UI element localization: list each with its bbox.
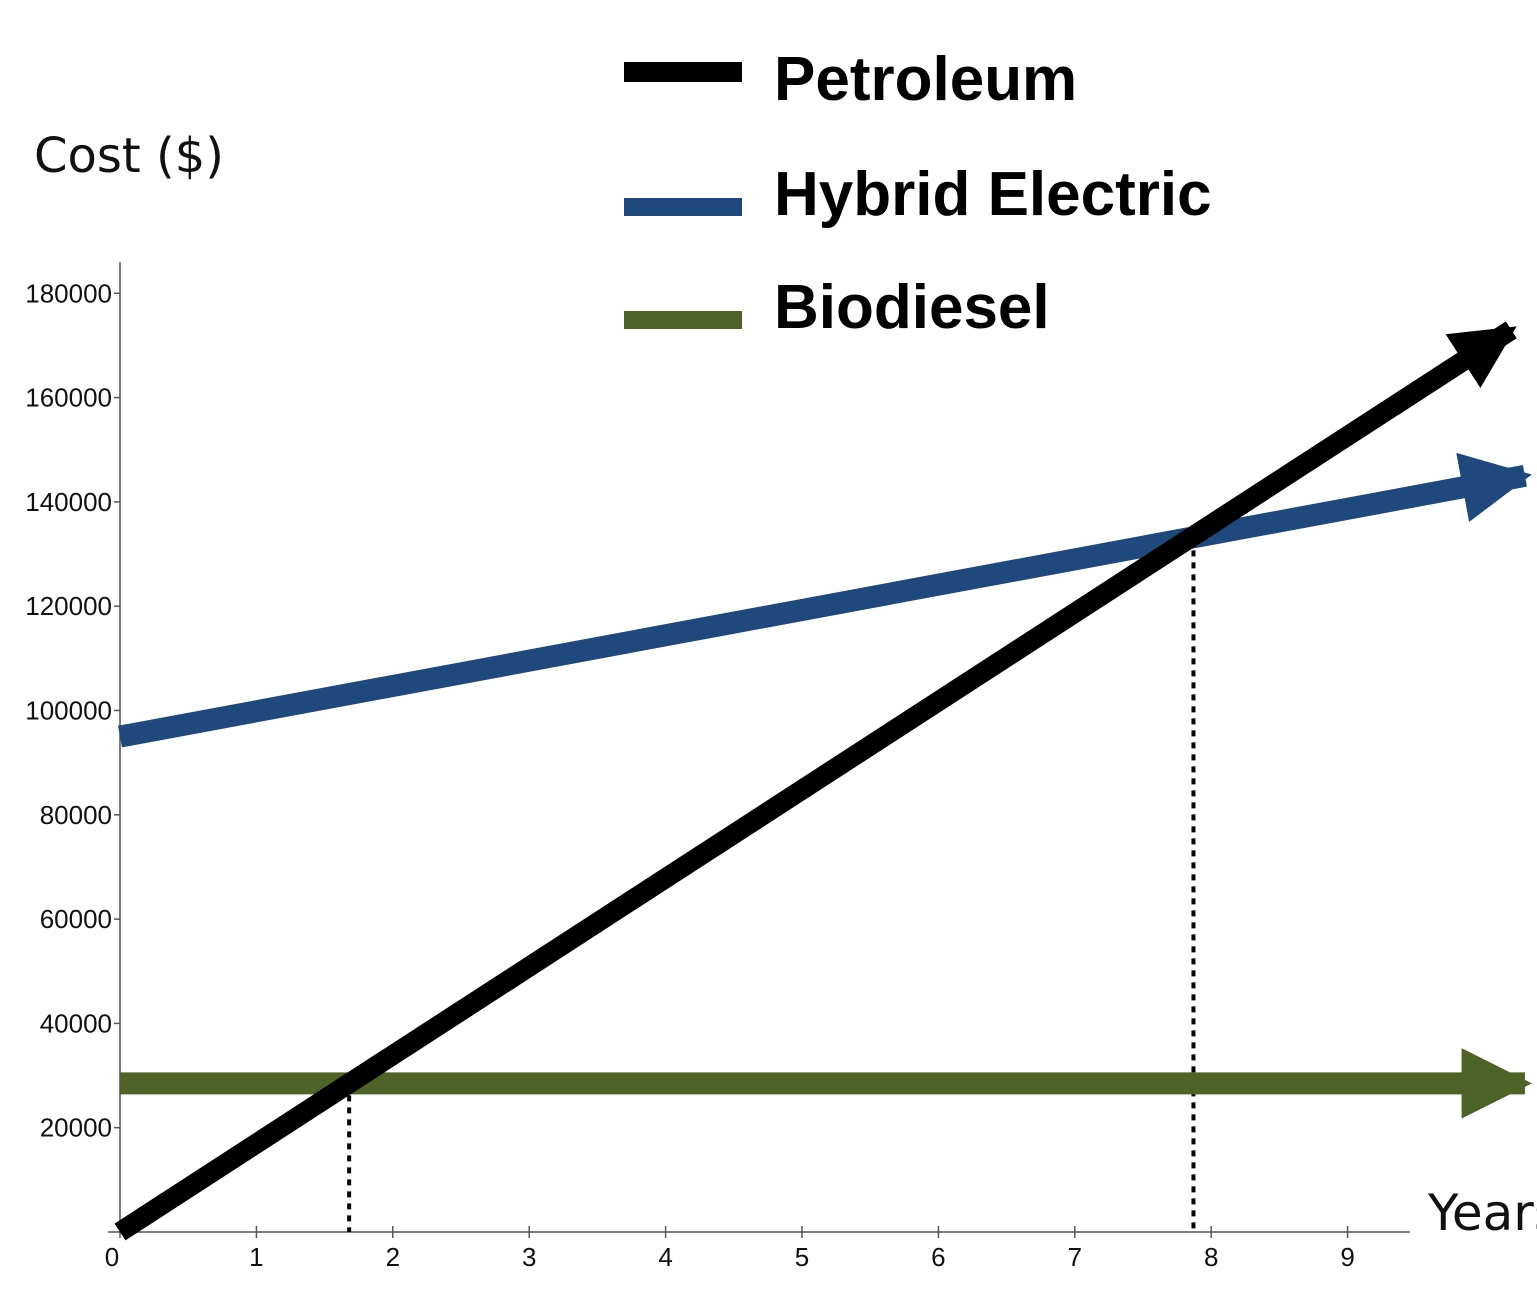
- x-tick-label: 5: [795, 1242, 809, 1272]
- y-tick-label: 40000: [40, 1008, 112, 1038]
- legend-label-petroleum: Petroleum: [774, 45, 1077, 114]
- y-axis-title: Cost ($): [34, 128, 224, 184]
- y-tick-label: 160000: [25, 383, 112, 413]
- y-tick-label: 180000: [25, 278, 112, 308]
- x-tick-label: 4: [658, 1242, 672, 1272]
- x-tick-label: 1: [249, 1242, 263, 1272]
- series-line-petroleum: [114, 321, 1517, 1241]
- series-line-hybrid-electric: [117, 452, 1532, 748]
- y-tick-label: 100000: [25, 696, 112, 726]
- legend-label-biodiesel: Biodiesel: [774, 273, 1050, 342]
- x-axis-title: Years: [1427, 1184, 1537, 1242]
- x-tick-label: 7: [1068, 1242, 1082, 1272]
- y-tick-label: 120000: [25, 591, 112, 621]
- y-tick-label: 80000: [40, 800, 112, 830]
- y-tick-label: 60000: [40, 904, 112, 934]
- x-tick-label: 8: [1204, 1242, 1218, 1272]
- legend-swatch-hybrid-electric: [624, 198, 742, 216]
- x-tick-label: 6: [931, 1242, 945, 1272]
- y-tick-label: 20000: [40, 1113, 112, 1143]
- x-tick-label: 2: [386, 1242, 400, 1272]
- legend-label-hybrid-electric: Hybrid Electric: [774, 160, 1212, 229]
- legend-swatch-biodiesel: [624, 311, 742, 329]
- x-tick-label: 3: [522, 1242, 536, 1272]
- legend-swatch-petroleum: [624, 62, 742, 82]
- x-tick-label: 0: [105, 1242, 119, 1272]
- x-tick-label: 9: [1340, 1242, 1354, 1272]
- y-tick-label: 140000: [25, 487, 112, 517]
